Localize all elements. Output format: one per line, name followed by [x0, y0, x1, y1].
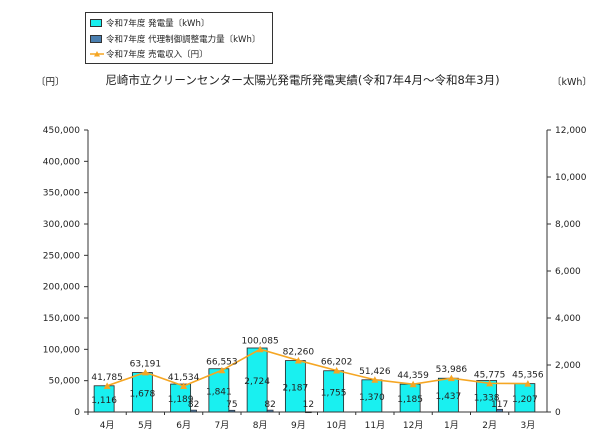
revenue-data-label: 45,356: [512, 371, 544, 381]
generation-data-label: 1,437: [435, 392, 461, 402]
left-tick-label: 450,000: [43, 126, 80, 136]
x-tick-label: 3月: [521, 420, 536, 431]
left-tick-label: 100,000: [43, 345, 80, 355]
legend-label-generation: 令和7年度 発電量〔kWh〕: [106, 18, 210, 29]
revenue-data-label: 66,553: [206, 357, 238, 367]
x-tick-label: 5月: [138, 420, 153, 431]
revenue-point: [103, 382, 111, 389]
generation-data-label: 1,841: [206, 387, 232, 397]
revenue-point: [180, 382, 188, 389]
revenue-data-label: 51,426: [359, 367, 391, 377]
x-tick-label: 11月: [365, 420, 385, 431]
legend-swatch-revenue: [90, 50, 104, 56]
left-tick-label: 0: [74, 408, 80, 418]
legend-swatch-generation: [90, 18, 102, 27]
left-tick-label: 300,000: [43, 220, 80, 230]
curtailment-data-label: 82: [264, 400, 275, 410]
generation-data-label: 1,678: [129, 389, 155, 399]
revenue-point: [256, 345, 264, 353]
generation-data-label: 2,724: [244, 377, 270, 387]
generation-data-label: 1,116: [91, 396, 117, 406]
revenue-point: [447, 374, 455, 382]
right-tick-label: 2,000: [555, 361, 581, 371]
x-tick-label: 6月: [176, 420, 191, 431]
x-tick-label: 4月: [100, 420, 115, 431]
revenue-point: [294, 356, 302, 364]
chart-title: 尼崎市立クリーンセンター太陽光発電所発電実績(令和7年4月～令和8年3月): [105, 73, 500, 87]
revenue-point: [141, 368, 149, 376]
curtailment-data-label: 75: [226, 400, 237, 410]
right-tick-label: 10,000: [555, 173, 587, 183]
left-tick-label: 200,000: [43, 283, 80, 293]
revenue-data-label: 53,986: [436, 365, 468, 375]
generation-data-label: 1,189: [168, 395, 194, 405]
legend-label-curtailment: 令和7年度 代理制御調整電力量〔kWh〕: [106, 34, 261, 45]
right-tick-label: 12,000: [555, 126, 587, 136]
legend-item-generation: 令和7年度 発電量〔kWh〕: [90, 15, 209, 30]
legend-swatch-curtailment: [90, 34, 102, 43]
x-tick-label: 10月: [326, 420, 346, 431]
left-axis-unit: 〔円〕: [36, 77, 65, 88]
chart-legend: 令和7年度 発電量〔kWh〕 令和7年度 代理制御調整電力量〔kWh〕 令和7年…: [85, 12, 273, 64]
revenue-data-label: 44,359: [397, 371, 429, 381]
curtailment-data-label: 12: [303, 400, 314, 410]
x-tick-label: 9月: [291, 420, 306, 431]
right-tick-label: 6,000: [555, 267, 581, 277]
left-tick-label: 250,000: [43, 251, 80, 261]
curtailment-data-label: 82: [188, 400, 199, 410]
left-tick-label: 50,000: [49, 377, 81, 387]
generation-data-label: 1,755: [321, 388, 347, 398]
revenue-data-label: 41,534: [168, 373, 200, 383]
generation-data-label: 1,207: [512, 395, 538, 405]
revenue-data-label: 41,785: [91, 373, 123, 383]
x-tick-label: 12月: [403, 420, 423, 431]
legend-label-revenue: 令和7年度 売電収入〔円〕: [106, 49, 208, 60]
revenue-line: [106, 348, 528, 387]
x-tick-label: 7月: [215, 420, 230, 431]
right-tick-label: 4,000: [555, 314, 581, 324]
x-tick-label: 1月: [444, 420, 459, 431]
curtailment-data-label: 117: [491, 400, 508, 410]
right-tick-label: 0: [555, 408, 561, 418]
right-tick-label: 8,000: [555, 220, 581, 230]
left-tick-label: 150,000: [43, 314, 80, 324]
x-tick-label: 8月: [253, 420, 268, 431]
revenue-point: [486, 379, 494, 387]
revenue-data-label: 100,085: [242, 336, 279, 346]
revenue-data-label: 66,202: [321, 358, 353, 368]
revenue-point: [524, 380, 532, 387]
revenue-point: [333, 367, 341, 374]
revenue-point: [371, 376, 379, 383]
left-tick-label: 400,000: [43, 157, 80, 167]
revenue-point: [409, 380, 417, 388]
left-tick-label: 350,000: [43, 189, 80, 199]
x-tick-label: 2月: [482, 420, 497, 431]
revenue-data-label: 45,775: [474, 370, 506, 380]
legend-item-curtailment: 令和7年度 代理制御調整電力量〔kWh〕: [90, 31, 260, 46]
revenue-data-label: 63,191: [130, 359, 162, 369]
revenue-data-label: 82,260: [283, 347, 315, 357]
revenue-point: [218, 366, 226, 374]
generation-data-label: 1,185: [397, 395, 423, 405]
generation-data-label: 1,370: [359, 393, 385, 403]
generation-data-label: 1,338: [474, 393, 500, 403]
right-axis-unit: 〔kWh〕: [552, 77, 592, 88]
generation-data-label: 2,187: [282, 383, 308, 393]
legend-item-revenue: 令和7年度 売電収入〔円〕: [90, 46, 208, 61]
